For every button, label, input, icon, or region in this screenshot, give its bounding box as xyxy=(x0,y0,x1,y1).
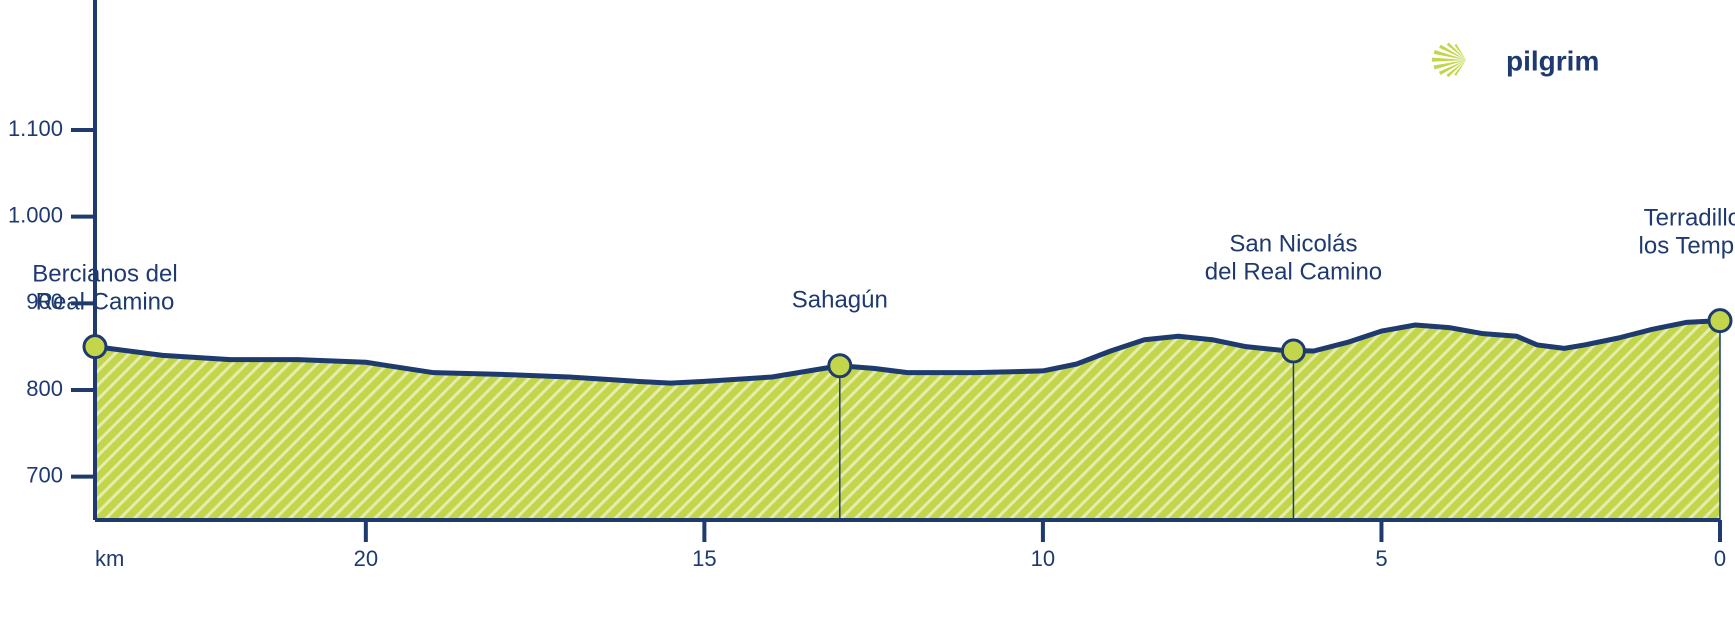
y-tick-label: 1.100 xyxy=(8,116,63,141)
x-tick-label: 15 xyxy=(692,546,716,571)
waypoint-marker xyxy=(84,336,106,358)
x-unit-label: km xyxy=(95,546,124,571)
y-tick-label: 800 xyxy=(26,376,63,401)
x-tick-label: 0 xyxy=(1714,546,1726,571)
brand-logo: pilgrim xyxy=(1432,43,1599,78)
waypoint-label: San Nicolásdel Real Camino xyxy=(1205,230,1382,285)
brand-text: pilgrim xyxy=(1506,45,1599,76)
y-tick-label: 700 xyxy=(26,462,63,487)
waypoint-label: Bercianos delReal Camino xyxy=(32,261,177,316)
pilgrim-shell-icon xyxy=(1432,43,1466,78)
y-tick-label: 1.000 xyxy=(8,202,63,227)
waypoint-label: Terradillos delos Templarios xyxy=(1639,204,1735,259)
elevation-chart: 7008009001.0001.10020151050kmBercianos d… xyxy=(0,0,1735,629)
x-tick-label: 20 xyxy=(354,546,378,571)
x-tick-label: 5 xyxy=(1375,546,1387,571)
waypoint-marker xyxy=(1282,340,1304,362)
x-tick-label: 10 xyxy=(1031,546,1055,571)
elevation-area xyxy=(95,321,1720,520)
chart-svg: 7008009001.0001.10020151050kmBercianos d… xyxy=(0,0,1735,629)
waypoint-marker xyxy=(829,355,851,377)
waypoint-marker xyxy=(1709,310,1731,332)
waypoint-label: Sahagún xyxy=(792,287,888,314)
